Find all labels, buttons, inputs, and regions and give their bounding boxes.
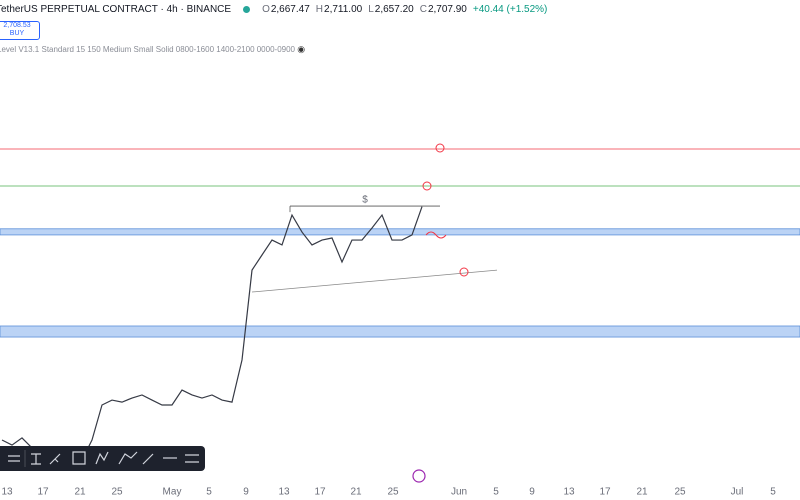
x-tick-label: Jul (731, 487, 744, 498)
ohlc-value: 2,657.20 (374, 4, 414, 15)
x-tick-label: 9 (529, 487, 535, 498)
alert-icon (459, 267, 469, 277)
wave-note (425, 231, 447, 239)
x-tick-label: 13 (1, 487, 13, 498)
ohlc-value: 2,711.00 (324, 4, 363, 15)
x-tick-label: 5 (493, 487, 499, 498)
price-tag-value: 2,708.53 (3, 22, 31, 29)
ohlc-value: 2,667.47 (270, 4, 310, 15)
x-tick-label: 17 (314, 487, 326, 498)
x-tick-label: 9 (243, 487, 249, 498)
price-tag-action: BUY (9, 30, 25, 37)
x-tick-label: 5 (770, 487, 776, 498)
change: +40.44 (+1.52%) (472, 4, 548, 15)
x-tick-label: May (163, 487, 182, 498)
ohlc-item: L2,657.20 (368, 4, 414, 15)
x-tick-label: 13 (563, 487, 575, 498)
symbol-title: TetherUS PERPETUAL CONTRACT · 4h · BINAN… (0, 4, 232, 15)
x-tick-label: 21 (350, 487, 362, 498)
ohlc-label: O (262, 4, 270, 15)
ohlc-label: L (368, 4, 374, 15)
zone (0, 228, 800, 236)
x-tick-label: 5 (206, 487, 212, 498)
header: TetherUS PERPETUAL CONTRACT · 4h · BINAN… (0, 4, 547, 15)
ohlc-item: C2,707.90 (420, 4, 467, 15)
ohlc-item: H2,711.00 (316, 4, 362, 15)
price-tag[interactable]: 2,708.53 BUY (0, 21, 40, 40)
x-tick-label: 17 (37, 487, 49, 498)
indicator-label: Level V13.1 Standard 15 150 Medium Small… (0, 44, 305, 55)
x-tick-label: Jun (451, 487, 467, 498)
status-dot (243, 6, 251, 13)
ohlc-item: O2,667.47 (262, 4, 310, 15)
alert-icon (422, 181, 432, 191)
x-tick-label: 17 (599, 487, 611, 498)
indicator-text: Level V13.1 Standard 15 150 Medium Small… (0, 45, 295, 54)
toolbar-icons (8, 450, 199, 467)
x-tick-label: 13 (278, 487, 290, 498)
drawing-toolbar[interactable] (0, 446, 205, 471)
event-icon (412, 469, 426, 483)
x-tick-label: 21 (74, 487, 86, 498)
zone (0, 325, 800, 338)
x-tick-label: 25 (111, 487, 123, 498)
ohlc-label: H (315, 4, 324, 15)
ohlc-label: C (419, 4, 427, 15)
dollar-note: $ (362, 195, 368, 206)
x-tick-label: 25 (674, 487, 686, 498)
ohlc-value: 2,707.90 (427, 4, 467, 15)
x-tick-label: 21 (636, 487, 648, 498)
trendline (251, 269, 498, 293)
alert-icon (435, 143, 445, 153)
x-tick-label: 25 (387, 487, 399, 498)
